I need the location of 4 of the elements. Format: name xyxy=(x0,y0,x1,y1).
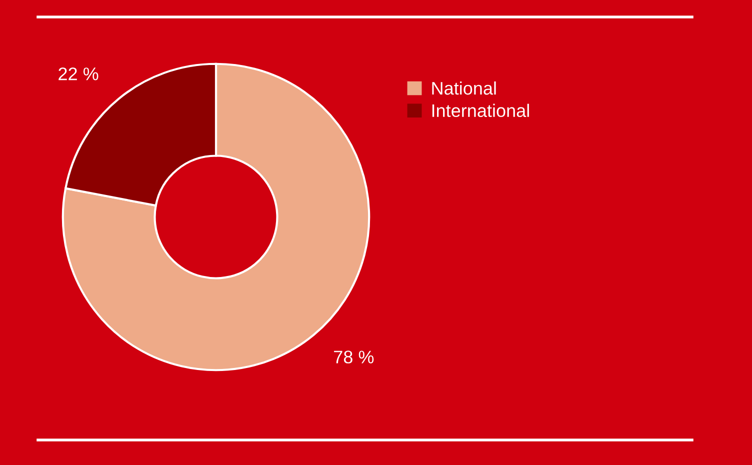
data-label: 22 % xyxy=(58,67,98,80)
data-label: 78 % xyxy=(334,350,374,364)
legend-label: National xyxy=(432,81,496,95)
legend-label: International xyxy=(432,104,529,118)
